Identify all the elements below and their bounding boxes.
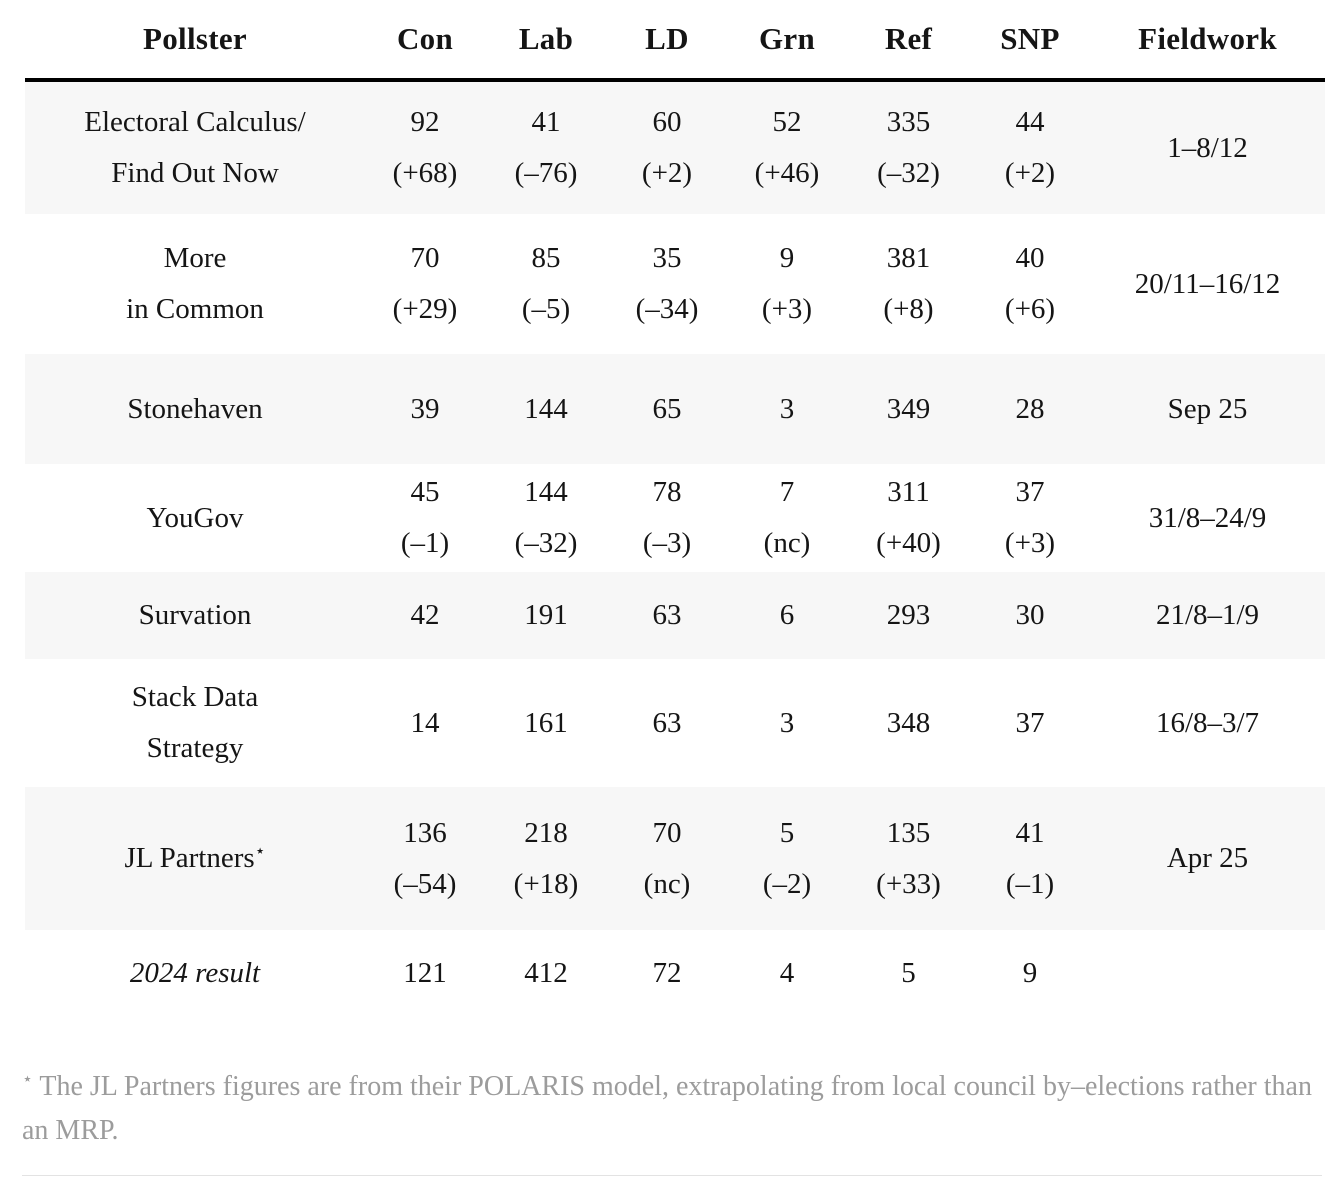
table-row-electoral-calculus: Electoral Calculus/Find Out Now 92 (+68) … [25, 80, 1325, 214]
lab-cell: 144 (–32) [514, 476, 578, 559]
snp-cell: 40 (+6) [1004, 242, 1056, 325]
fieldwork-cell: Sep 25 [1167, 392, 1248, 425]
table-row-jl-partners: JL Partners⋆ 136 (–54) 218 (+18) 70 (nc) 5(… [25, 787, 1325, 930]
polling-table: Pollster Con Lab LD Grn Ref SNP Fieldwor… [25, 0, 1325, 1017]
pollster-cell: JL Partners⋆ [25, 787, 365, 930]
col-header-fieldwork: Fieldwork [1090, 0, 1325, 82]
lab-cell: 41 (–76) [514, 106, 578, 189]
fieldwork-cell: 20/11–16/12 [1134, 267, 1281, 300]
pollster-name: More [163, 242, 227, 274]
pollster-cell: 2024 result [25, 930, 365, 1017]
table-row-2024-result: 2024 result 121 412 72 4 5 9 [25, 930, 1325, 1017]
pollster-name-line2: Strategy [146, 732, 244, 764]
lab-cell: 412 [524, 957, 568, 989]
ld-cell: 65 [652, 392, 682, 425]
pollster-cell: Stack Data Strategy [25, 659, 365, 787]
pollster-cell: More in Common [25, 214, 365, 354]
ld-cell: 70 (nc) [643, 816, 691, 900]
footnote-marker-icon: ⋆ [254, 840, 266, 861]
snp-cell: 44 (+2) [1004, 106, 1056, 189]
pollster-name: 2024 result [129, 957, 261, 989]
grn-cell: 9 (+3) [761, 242, 813, 325]
table-row-stonehaven: Stonehaven 39 144 65 3 349 28 Sep 25 [25, 354, 1325, 464]
table-row-yougov: YouGov 45 (–1) 144 (–32) 78 (–3) 7 (nc) 311(… [25, 464, 1325, 572]
col-header-ref: Ref [847, 0, 970, 82]
table-row-more-in-common: More in Common 70 (+29) 85 (–5) 35 (–34) 9 (+… [25, 214, 1325, 354]
ref-cell: 335 (–32) [877, 106, 940, 189]
pollster-name: Stonehaven [127, 392, 263, 425]
con-cell: 39 [410, 392, 440, 425]
pollster-name: Stack Data [131, 681, 259, 713]
pollster-cell: Survation [25, 572, 365, 659]
col-header-lab: Lab [485, 0, 607, 82]
ref-cell: 349 [886, 392, 931, 425]
con-cell: 45 (–1) [400, 476, 450, 559]
grn-cell: 3 [779, 706, 795, 739]
pollster-name-line2: in Common [126, 293, 264, 325]
pollster-name-line2: Find Out Now [111, 157, 279, 189]
bottom-divider [22, 1175, 1322, 1176]
pollster-name: JL Partners⋆ [124, 840, 266, 874]
con-cell: 121 [403, 957, 447, 989]
pollster-name: Electoral Calculus/ [84, 106, 306, 138]
pollster-name: YouGov [146, 501, 244, 534]
snp-cell: 41 (–1) [1005, 816, 1055, 900]
ref-cell: 311 (+40) [876, 476, 941, 559]
fieldwork-cell: 31/8–24/9 [1148, 501, 1267, 534]
lab-cell: 161 [524, 706, 568, 739]
col-header-con: Con [365, 0, 485, 82]
grn-cell: 5 (–2) [762, 816, 812, 900]
col-header-ld: LD [607, 0, 727, 82]
snp-cell: 37 (+3) [1004, 476, 1056, 559]
snp-cell: 28 [1015, 392, 1045, 425]
con-cell: 136 (–54) [393, 816, 457, 900]
con-cell: 14 [410, 706, 440, 739]
col-header-snp: SNP [970, 0, 1090, 82]
table-row-stack-data-strategy: Stack Data Strategy 14 161 63 3 348 37 16… [25, 659, 1325, 787]
pollster-name: Survation [138, 599, 252, 631]
fieldwork-cell: Apr 25 [1166, 842, 1249, 874]
ref-cell: 135 (+33) [876, 816, 941, 900]
lab-cell: 218 (+18) [513, 816, 579, 900]
lab-cell: 85 (–5) [521, 242, 571, 325]
con-cell: 70 (+29) [392, 242, 458, 325]
ld-cell: 60 (+2) [641, 106, 693, 189]
footnote: ⋆ The JL Partners figures are from their… [22, 1065, 1317, 1153]
ld-cell: 72 [652, 957, 682, 989]
ref-cell: 5 [901, 957, 916, 989]
col-header-pollster: Pollster [25, 0, 365, 82]
snp-cell: 9 [1022, 957, 1038, 989]
snp-cell: 37 [1015, 706, 1045, 739]
ref-cell: 348 [886, 706, 931, 739]
ld-cell: 35 (–34) [635, 242, 699, 325]
lab-cell: 191 [524, 599, 568, 631]
ld-cell: 63 [652, 599, 682, 631]
fieldwork-cell: 21/8–1/9 [1155, 599, 1260, 631]
pollster-cell: YouGov [25, 464, 365, 572]
ld-cell: 63 [652, 706, 682, 739]
fieldwork-cell: 1–8/12 [1167, 131, 1248, 164]
grn-cell: 6 [779, 599, 795, 631]
footnote-text: The JL Partners figures are from their P… [22, 1071, 1312, 1146]
grn-cell: 52 (+46) [754, 106, 820, 189]
grn-cell: 4 [779, 957, 795, 989]
grn-cell: 7 (nc) [763, 476, 811, 559]
con-cell: 92 (+68) [392, 106, 458, 189]
col-header-grn: Grn [727, 0, 847, 82]
ref-cell: 293 [886, 599, 931, 631]
ref-cell: 381 (+8) [883, 242, 934, 325]
pollster-cell: Electoral Calculus/Find Out Now [25, 80, 365, 214]
fieldwork-cell [1090, 930, 1325, 1017]
fieldwork-cell: 16/8–3/7 [1155, 706, 1260, 739]
lab-cell: 144 [524, 392, 568, 425]
con-cell: 42 [410, 599, 440, 631]
header-row: Pollster Con Lab LD Grn Ref SNP Fieldwor… [25, 0, 1325, 82]
grn-cell: 3 [779, 392, 795, 425]
ld-cell: 78 (–3) [642, 476, 692, 559]
table-row-survation: Survation 42 191 63 6 293 30 21/8–1/9 [25, 572, 1325, 659]
pollster-cell: Stonehaven [25, 354, 365, 464]
snp-cell: 30 [1015, 599, 1045, 631]
footnote-marker-icon: ⋆ [22, 1069, 33, 1089]
